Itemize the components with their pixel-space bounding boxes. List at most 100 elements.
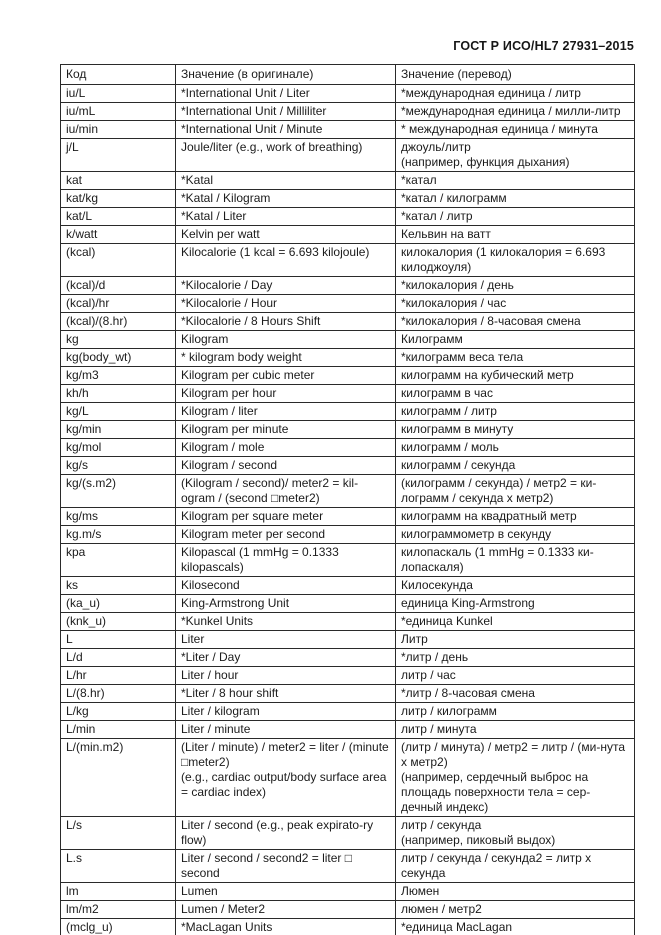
table-row: kg.m/s Kilogram meter per second килогра… xyxy=(60,525,635,544)
unit-code-cell: kg.m/s xyxy=(60,525,176,544)
translated-meaning-cell: Килограмм xyxy=(395,330,635,349)
translated-meaning-cell: *литр / день xyxy=(395,648,635,667)
original-meaning-cell: Kilogram per square meter xyxy=(175,507,396,526)
table-row: (kcal) Kilocalorie (1 kcal = 6.693 kiloj… xyxy=(60,243,635,277)
table-header-row: Код Значение (в оригинале) Значение (пер… xyxy=(60,64,635,85)
unit-code-cell: iu/min xyxy=(60,120,176,139)
original-meaning-cell: Kilogram per minute xyxy=(175,420,396,439)
units-table: Код Значение (в оригинале) Значение (пер… xyxy=(60,64,635,935)
unit-code-cell: kg/s xyxy=(60,456,176,475)
table-row: kh/h Kilogram per hour килограмм в час xyxy=(60,384,635,403)
unit-code-cell: lm/m2 xyxy=(60,900,176,919)
translated-meaning-cell: *килокалория / час xyxy=(395,294,635,313)
translated-meaning-cell: Кельвин на ватт xyxy=(395,225,635,244)
table-row: kat/kg *Katal / Kilogram *катал / килогр… xyxy=(60,189,635,208)
table-row: kat/L *Katal / Liter *катал / литр xyxy=(60,207,635,226)
table-row: k/watt Kelvin per watt Кельвин на ватт xyxy=(60,225,635,244)
translated-meaning-cell: *единица MacLagan xyxy=(395,918,635,935)
unit-code-cell: kat/L xyxy=(60,207,176,226)
translated-meaning-cell: килопаскаль (1 mmHg = 0.1333 ки-лопаскал… xyxy=(395,543,635,577)
original-meaning-cell: Lumen / Meter2 xyxy=(175,900,396,919)
translated-meaning-cell: литр / секунда / секунда2 = литр х секун… xyxy=(395,849,635,883)
translated-meaning-cell: *международная единица / милли-литр xyxy=(395,102,635,121)
unit-code-cell: (knk_u) xyxy=(60,612,176,631)
table-row: L/s Liter / second (e.g., peak expirato-… xyxy=(60,816,635,850)
original-meaning-cell: *Katal xyxy=(175,171,396,190)
table-row: L/d *Liter / Day *литр / день xyxy=(60,648,635,667)
table-row: L/min Liter / minute литр / минута xyxy=(60,720,635,739)
unit-code-cell: (kcal)/(8.hr) xyxy=(60,312,176,331)
unit-code-cell: L/(8.hr) xyxy=(60,684,176,703)
unit-code-cell: kg/mol xyxy=(60,438,176,457)
units-table-head: Код Значение (в оригинале) Значение (пер… xyxy=(60,64,635,85)
original-meaning-cell: Liter xyxy=(175,630,396,649)
original-meaning-cell: (Liter / minute) / meter2 = liter / (min… xyxy=(175,738,396,817)
translated-meaning-cell: килограмм на квадратный метр xyxy=(395,507,635,526)
units-table-body: iu/L *International Unit / Liter *междун… xyxy=(60,84,635,935)
original-meaning-cell: (Kilogram / second)/ meter2 = kil-ogram … xyxy=(175,474,396,508)
unit-code-cell: k/watt xyxy=(60,225,176,244)
unit-code-cell: j/L xyxy=(60,138,176,172)
table-row: (knk_u) *Kunkel Units *единица Kunkel xyxy=(60,612,635,631)
table-row: kg Kilogram Килограмм xyxy=(60,330,635,349)
unit-code-cell: iu/L xyxy=(60,84,176,103)
original-meaning-cell: *International Unit / Milliliter xyxy=(175,102,396,121)
original-meaning-cell: Liter / hour xyxy=(175,666,396,685)
unit-code-cell: kh/h xyxy=(60,384,176,403)
table-row: kg(body_wt) * kilogram body weight *кило… xyxy=(60,348,635,367)
original-meaning-cell: *MacLagan Units xyxy=(175,918,396,935)
original-meaning-cell: Kilosecond xyxy=(175,576,396,595)
translated-meaning-cell: единица King-Armstrong xyxy=(395,594,635,613)
translated-meaning-cell: Килосекунда xyxy=(395,576,635,595)
translated-meaning-cell: килограмм / литр xyxy=(395,402,635,421)
unit-code-cell: kg/ms xyxy=(60,507,176,526)
original-meaning-cell: *Katal / Liter xyxy=(175,207,396,226)
table-row: lm Lumen Люмен xyxy=(60,882,635,901)
original-meaning-cell: Liter / second / second2 = liter □ secon… xyxy=(175,849,396,883)
unit-code-cell: kg xyxy=(60,330,176,349)
table-row: L Liter Литр xyxy=(60,630,635,649)
unit-code-cell: L/d xyxy=(60,648,176,667)
unit-code-cell: (kcal) xyxy=(60,243,176,277)
original-meaning-cell: *Kilocalorie / Day xyxy=(175,276,396,295)
unit-code-cell: L/kg xyxy=(60,702,176,721)
translated-meaning-cell: килограммометр в секунду xyxy=(395,525,635,544)
unit-code-cell: (kcal)/hr xyxy=(60,294,176,313)
original-meaning-cell: Kilogram / second xyxy=(175,456,396,475)
unit-code-cell: (kcal)/d xyxy=(60,276,176,295)
unit-code-cell: lm xyxy=(60,882,176,901)
table-row: kpa Kilopascal (1 mmHg = 0.1333 kilopasc… xyxy=(60,543,635,577)
table-row: kg/(s.m2) (Kilogram / second)/ meter2 = … xyxy=(60,474,635,508)
table-row: iu/min *International Unit / Minute * ме… xyxy=(60,120,635,139)
translated-meaning-cell: литр / секунда (например, пиковый выдох) xyxy=(395,816,635,850)
unit-code-cell: (ka_u) xyxy=(60,594,176,613)
table-row: (kcal)/hr *Kilocalorie / Hour *килокалор… xyxy=(60,294,635,313)
original-meaning-cell: Kelvin per watt xyxy=(175,225,396,244)
table-row: ks Kilosecond Килосекунда xyxy=(60,576,635,595)
original-meaning-cell: *Kilocalorie / Hour xyxy=(175,294,396,313)
translated-meaning-cell: килограмм / моль xyxy=(395,438,635,457)
original-meaning-cell: Lumen xyxy=(175,882,396,901)
unit-code-cell: L xyxy=(60,630,176,649)
unit-code-cell: kg/min xyxy=(60,420,176,439)
translated-meaning-cell: *килокалория / 8-часовая смена xyxy=(395,312,635,331)
table-row: kg/min Kilogram per minute килограмм в м… xyxy=(60,420,635,439)
original-meaning-cell: *International Unit / Minute xyxy=(175,120,396,139)
table-row: kg/mol Kilogram / mole килограмм / моль xyxy=(60,438,635,457)
translated-meaning-cell: килограмм в час xyxy=(395,384,635,403)
table-row: iu/mL *International Unit / Milliliter *… xyxy=(60,102,635,121)
original-meaning-cell: Liter / kilogram xyxy=(175,702,396,721)
unit-code-cell: kg(body_wt) xyxy=(60,348,176,367)
unit-code-cell: L/hr xyxy=(60,666,176,685)
column-header-original: Значение (в оригинале) xyxy=(175,64,396,85)
unit-code-cell: iu/mL xyxy=(60,102,176,121)
table-row: (kcal)/(8.hr) *Kilocalorie / 8 Hours Shi… xyxy=(60,312,635,331)
translated-meaning-cell: (литр / минута) / метр2 = литр / (ми-нут… xyxy=(395,738,635,817)
translated-meaning-cell: *единица Kunkel xyxy=(395,612,635,631)
translated-meaning-cell: *литр / 8-часовая смена xyxy=(395,684,635,703)
standard-number-header: ГОСТ Р ИСО/HL7 27931–2015 xyxy=(453,39,634,53)
unit-code-cell: L/(min.m2) xyxy=(60,738,176,817)
translated-meaning-cell: литр / час xyxy=(395,666,635,685)
original-meaning-cell: * kilogram body weight xyxy=(175,348,396,367)
translated-meaning-cell: килограмм / секунда xyxy=(395,456,635,475)
